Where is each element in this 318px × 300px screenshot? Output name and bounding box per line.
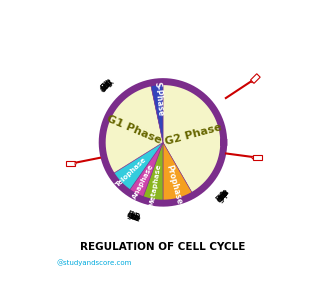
Polygon shape xyxy=(251,156,253,159)
Text: u: u xyxy=(126,210,135,221)
Text: i: i xyxy=(218,193,226,201)
Text: G1 Phase: G1 Phase xyxy=(105,114,163,146)
Wedge shape xyxy=(163,142,193,203)
Text: o: o xyxy=(128,211,136,222)
Text: l: l xyxy=(104,80,112,88)
Text: a: a xyxy=(129,212,137,222)
Text: n: n xyxy=(128,211,137,222)
Wedge shape xyxy=(142,142,163,203)
Text: A: A xyxy=(218,190,229,200)
Text: l: l xyxy=(128,211,134,220)
Text: n: n xyxy=(101,80,112,90)
Polygon shape xyxy=(251,80,253,83)
Text: p: p xyxy=(219,189,230,199)
Text: Anaphase: Anaphase xyxy=(131,163,154,200)
Text: a: a xyxy=(216,193,226,203)
Text: g: g xyxy=(104,78,114,88)
Text: a: a xyxy=(219,189,229,199)
Wedge shape xyxy=(128,142,163,200)
Polygon shape xyxy=(75,162,76,165)
Text: e: e xyxy=(220,188,231,198)
Text: Metaphase: Metaphase xyxy=(149,164,162,207)
Text: o: o xyxy=(217,192,227,202)
Text: u: u xyxy=(215,193,226,204)
Text: ₂: ₂ xyxy=(100,82,109,91)
Text: a: a xyxy=(127,211,135,221)
Text: e: e xyxy=(133,213,141,224)
Text: h: h xyxy=(132,213,140,223)
Wedge shape xyxy=(111,142,163,192)
Text: e: e xyxy=(215,194,225,204)
Text: @studyandscore.com: @studyandscore.com xyxy=(57,259,132,266)
Text: l: l xyxy=(217,194,225,202)
Text: a: a xyxy=(101,81,111,91)
Text: s: s xyxy=(220,188,230,198)
Text: t: t xyxy=(130,212,137,222)
Text: h: h xyxy=(219,189,230,199)
Text: ₁: ₁ xyxy=(131,213,138,222)
Text: R: R xyxy=(104,77,115,88)
Text: REGULATION OF CELL CYCLE: REGULATION OF CELL CYCLE xyxy=(80,242,246,252)
Text: Telophase: Telophase xyxy=(115,157,148,188)
Text: e: e xyxy=(104,78,114,88)
Text: t: t xyxy=(217,193,226,202)
Text: G: G xyxy=(129,212,139,223)
Text: g: g xyxy=(125,210,134,221)
Text: G: G xyxy=(100,81,111,92)
Text: a: a xyxy=(132,213,140,223)
Text: n: n xyxy=(218,190,229,200)
Polygon shape xyxy=(253,155,262,160)
Text: h: h xyxy=(99,83,109,93)
Text: Prophase: Prophase xyxy=(165,164,184,206)
Text: u: u xyxy=(103,78,114,89)
Polygon shape xyxy=(251,74,260,83)
Text: g: g xyxy=(215,194,225,204)
Text: t: t xyxy=(218,191,228,200)
Text: a: a xyxy=(99,83,109,93)
Text: i: i xyxy=(103,80,111,89)
Text: P: P xyxy=(131,213,140,223)
Wedge shape xyxy=(150,82,163,142)
Text: R: R xyxy=(124,210,134,220)
Polygon shape xyxy=(66,161,75,166)
Text: a: a xyxy=(103,79,113,89)
Text: i: i xyxy=(128,212,135,221)
Text: e: e xyxy=(98,84,108,94)
Text: S-Phase: S-Phase xyxy=(152,81,165,117)
Text: a: a xyxy=(220,188,230,198)
Text: t: t xyxy=(128,211,135,221)
Text: R: R xyxy=(214,194,225,205)
Text: t: t xyxy=(103,80,112,89)
Text: s: s xyxy=(133,213,140,223)
Text: s: s xyxy=(99,84,108,93)
Text: t: t xyxy=(101,82,110,91)
Text: G2 Phase: G2 Phase xyxy=(164,122,223,147)
Wedge shape xyxy=(102,83,163,175)
Text: a: a xyxy=(218,191,228,201)
Text: e: e xyxy=(125,210,134,220)
Text: n: n xyxy=(217,191,227,202)
Wedge shape xyxy=(163,82,224,195)
Text: o: o xyxy=(102,80,112,90)
Text: P: P xyxy=(99,82,109,93)
